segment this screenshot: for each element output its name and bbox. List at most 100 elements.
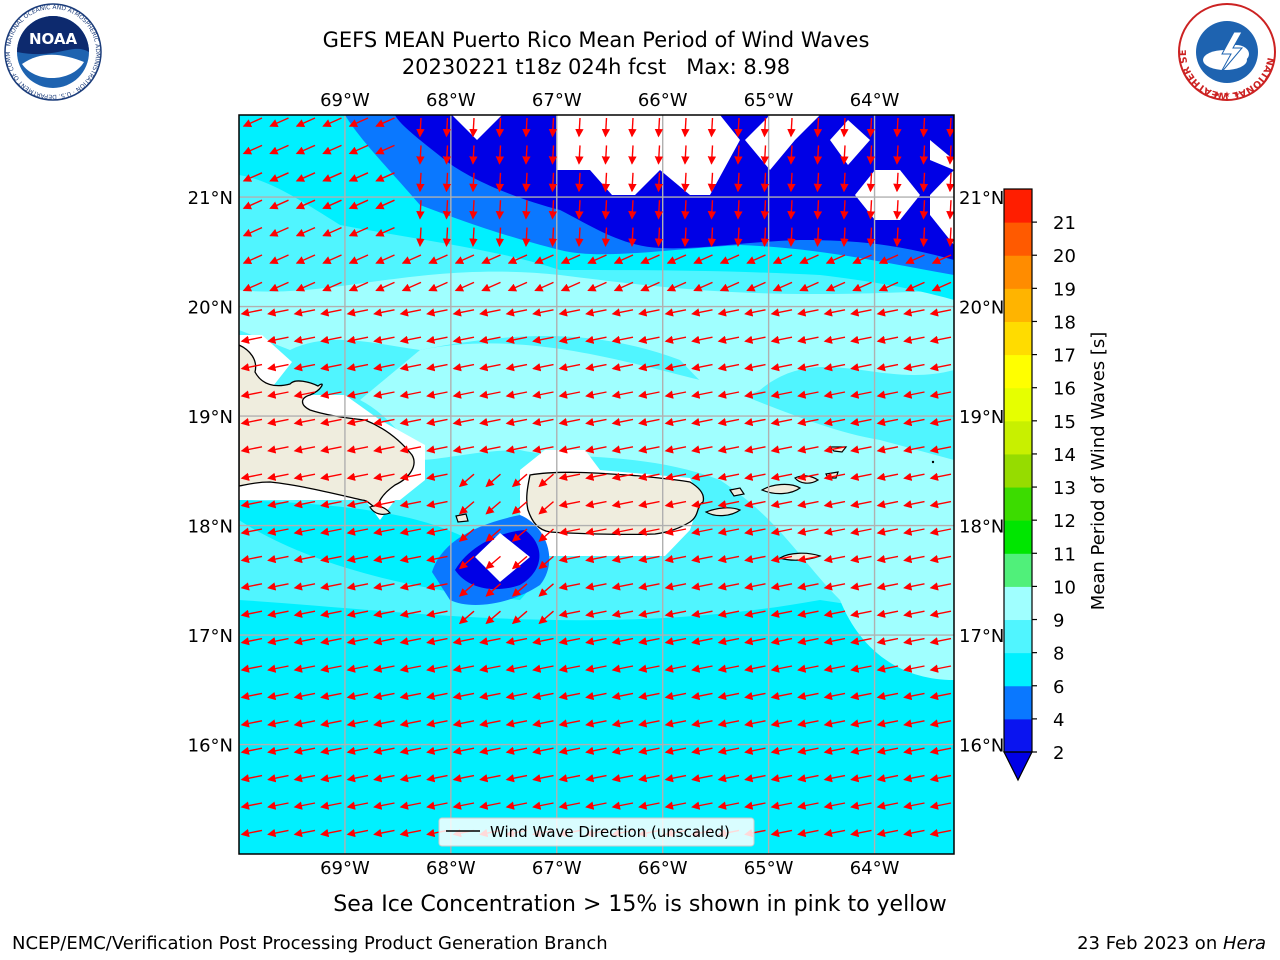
wave-direction-arrow: [399, 746, 422, 755]
colorbar-swatch: [1004, 619, 1032, 654]
wave-direction-arrow: [373, 609, 395, 618]
wave-direction-arrow: [548, 172, 558, 193]
wave-direction-arrow: [876, 801, 899, 810]
wave-direction-arrow: [532, 746, 554, 755]
wave-direction-arrow: [823, 445, 846, 454]
lon-tick-label-bottom: 68°W: [426, 858, 476, 879]
wave-direction-arrow: [903, 746, 925, 755]
wave-direction-arrow: [691, 664, 713, 673]
lon-labels-top: 69°W 68°W 67°W 66°W 65°W 64°W: [320, 90, 900, 111]
wave-direction-arrow: [416, 227, 425, 247]
wave-direction-arrow: [240, 719, 263, 728]
colorbar-swatch: [1004, 487, 1032, 521]
wave-direction-arrow: [601, 227, 611, 247]
wave-direction-arrow: [242, 144, 263, 155]
wave-direction-arrow: [893, 117, 902, 138]
wave-direction-arrow: [638, 445, 660, 454]
wave-direction-arrow: [267, 500, 289, 509]
wave-direction-arrow: [399, 637, 422, 646]
wave-direction-arrow: [903, 390, 925, 399]
colorbar-swatch: [1004, 321, 1032, 356]
wave-direction-arrow: [946, 200, 954, 220]
wave-direction-arrow: [611, 500, 634, 509]
wave-direction-arrow: [823, 828, 846, 838]
wave-direction-arrow: [666, 254, 687, 264]
wave-direction-arrow: [840, 200, 849, 220]
wave-direction-arrow: [734, 172, 743, 193]
wave-direction-arrow: [664, 335, 687, 344]
wave-direction-arrow: [479, 746, 501, 755]
wave-direction-arrow: [797, 390, 819, 399]
wave-direction-arrow: [240, 801, 263, 810]
noaa-logo: NATIONAL OCEANIC AND ATMOSPHERIC ADMINIS…: [2, 2, 102, 101]
wave-direction-arrow: [876, 582, 899, 591]
wave-direction-arrow: [242, 117, 263, 127]
wave-direction-arrow: [426, 746, 448, 755]
wave-direction-arrow: [664, 417, 687, 427]
period-band-4-6: [239, 600, 954, 854]
wave-direction-arrow: [770, 746, 793, 755]
wave-direction-arrow: [532, 363, 554, 372]
wave-direction-arrow: [850, 527, 872, 536]
wave-direction-arrow: [532, 417, 554, 427]
wave-direction-arrow: [707, 117, 717, 138]
lon-tick-label-bottom: 67°W: [532, 858, 582, 879]
wave-direction-arrow: [479, 637, 501, 646]
wave-direction-arrow: [240, 472, 263, 481]
wave-direction-arrow: [242, 254, 263, 264]
wave-direction-arrow: [693, 281, 713, 292]
wave-direction-arrow: [373, 445, 395, 454]
wave-direction-arrow: [505, 637, 528, 646]
wave-direction-arrow: [664, 554, 687, 564]
date-stamp: 23 Feb 2023 on Hera: [1077, 933, 1266, 954]
wave-direction-arrow: [320, 445, 342, 454]
wave-direction-arrow: [454, 254, 475, 264]
wave-direction-arrow: [373, 390, 395, 399]
wave-direction-arrow: [585, 801, 607, 810]
lat-tick-label-left: 17°N: [188, 626, 233, 647]
island-sombrero: [931, 460, 935, 464]
wave-direction-arrow: [479, 363, 501, 372]
lon-tick-label-bottom: 65°W: [744, 858, 794, 879]
wave-direction-arrow: [373, 554, 395, 564]
wave-direction-arrow: [548, 145, 558, 165]
wave-direction-arrow: [505, 801, 528, 810]
wave-direction-arrow: [638, 582, 660, 591]
wave-direction-arrow: [348, 172, 369, 182]
wave-direction-arrow: [866, 117, 876, 138]
wave-direction-arrow: [850, 719, 872, 728]
wave-direction-arrow: [320, 527, 342, 536]
wave-direction-arrow: [416, 172, 425, 193]
wave-direction-arrow: [903, 691, 925, 701]
wave-direction-arrow: [575, 145, 584, 165]
wave-direction-arrow: [823, 472, 846, 481]
wave-direction-arrow: [505, 335, 528, 344]
wave-direction-arrow: [346, 609, 369, 618]
wave-direction-arrow: [813, 200, 823, 220]
wave-direction-arrow: [558, 417, 581, 427]
nws-logo: NATIONAL WEATHER SERVICE ★ ★ ★: [1176, 2, 1276, 101]
wave-direction-arrow: [744, 774, 766, 783]
wave-direction-arrow: [611, 308, 634, 317]
wave-direction-arrow: [293, 390, 316, 399]
wave-direction-arrow: [876, 500, 899, 509]
wave-direction-arrow: [744, 691, 766, 701]
wave-direction-arrow: [628, 117, 637, 138]
colorbar-tick-label: 15: [1053, 412, 1076, 433]
wave-direction-arrow: [850, 335, 872, 344]
wave-direction-arrow: [373, 664, 395, 673]
wave-direction-arrow: [587, 281, 607, 292]
wave-direction-arrow: [295, 144, 316, 155]
wind-wave-direction-arrows: [240, 117, 954, 838]
wave-direction-arrow: [772, 281, 793, 292]
wave-direction-arrow: [601, 172, 611, 193]
wave-direction-arrow: [375, 254, 395, 264]
wave-direction-arrow: [458, 555, 475, 570]
wave-direction-arrow: [532, 664, 554, 673]
wave-direction-arrow: [850, 445, 872, 454]
wave-direction-arrow: [558, 335, 581, 344]
wave-direction-arrow: [866, 227, 876, 247]
wave-direction-arrow: [903, 664, 925, 673]
wave-direction-arrow: [876, 828, 899, 838]
lat-tick-label-right: 16°N: [959, 736, 1004, 757]
